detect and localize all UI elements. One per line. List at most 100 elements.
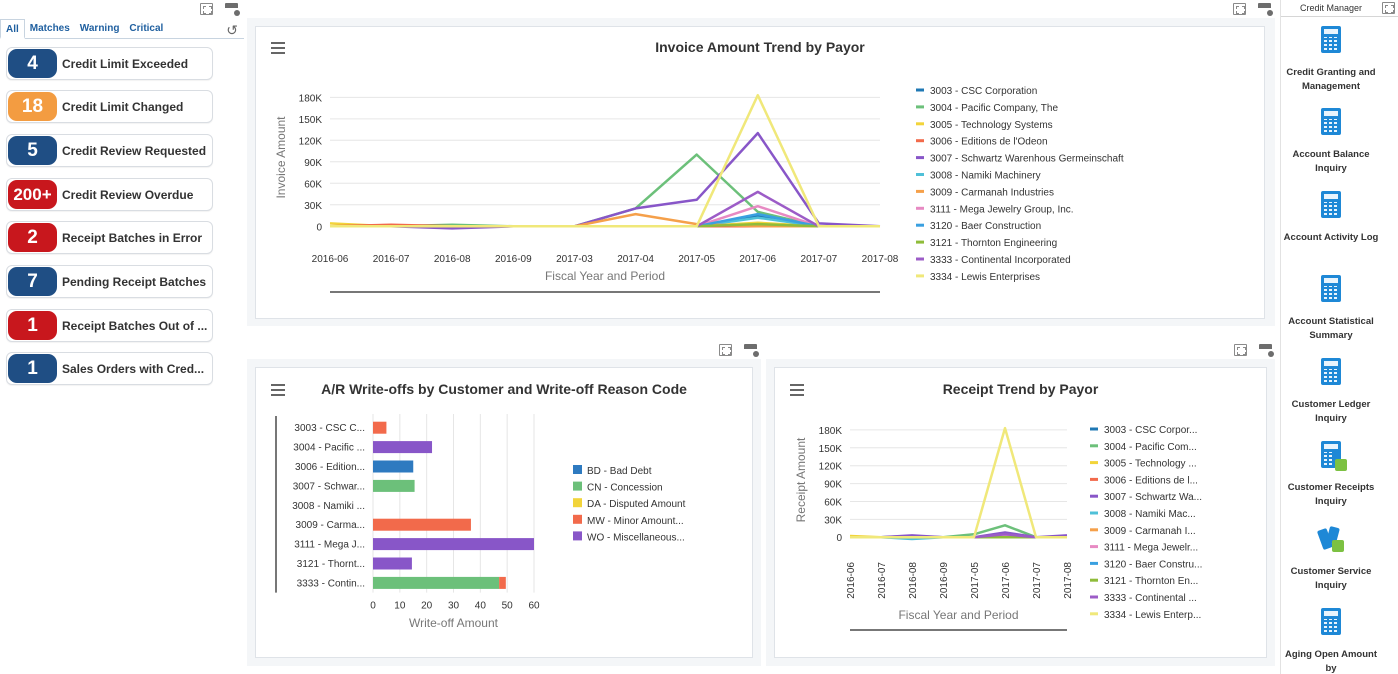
watchlist-item[interactable]: 1 Sales Orders with Cred... — [6, 352, 213, 385]
legend-item: 3007 - Schwartz Wa... — [1104, 492, 1202, 503]
calculator-icon — [1321, 608, 1341, 635]
tab-all[interactable]: All — [0, 19, 25, 39]
springboard-app[interactable]: Customer Receipts Inquiry — [1281, 441, 1381, 509]
legend-item: 3004 - Pacific Com... — [1104, 442, 1197, 453]
app-label: Account Balance Inquiry — [1292, 149, 1370, 174]
writeoff-chart-card: A/R Write-offs by Customer and Write-off… — [255, 367, 753, 658]
springboard-app[interactable]: Aging Open Amount by — [1281, 608, 1381, 674]
watchlist-item[interactable]: 4 Credit Limit Exceeded — [6, 47, 213, 80]
watchlist-item[interactable]: 2 Receipt Batches in Error — [6, 221, 213, 254]
count-badge: 4 — [8, 49, 57, 78]
invoice-chart-toolbar — [1233, 3, 1273, 17]
legend: 3003 - CSC Corpor... 3004 - Pacific Com..… — [1090, 425, 1202, 621]
count-badge: 1 — [8, 311, 57, 340]
watchlist-item[interactable]: 200+ Credit Review Overdue — [6, 178, 213, 211]
calculator-icon — [1321, 191, 1341, 218]
y-tick-label: 3111 - Mega J... — [294, 540, 365, 551]
app-label: Account Activity Log — [1283, 232, 1379, 243]
springboard-app[interactable]: Customer Service Inquiry — [1281, 525, 1381, 593]
legend-item: 3121 - Thornton Engineering — [930, 238, 1057, 249]
maximize-icon[interactable] — [1234, 344, 1247, 356]
x-tick-label: 30 — [448, 601, 460, 612]
configure-icon[interactable] — [225, 3, 240, 16]
y-tick-label: 180K — [819, 426, 843, 437]
springboard-app[interactable]: Customer Ledger Inquiry — [1281, 358, 1381, 426]
watchlist-item[interactable]: 18 Credit Limit Changed — [6, 90, 213, 123]
watchlist-item[interactable]: 1 Receipt Batches Out of ... — [6, 309, 213, 342]
y-tick-label: 60K — [824, 497, 842, 508]
x-tick-label: 2016-06 — [312, 254, 349, 265]
tab-matches[interactable]: Matches — [29, 23, 70, 34]
springboard-title: Credit Manager — [1299, 3, 1363, 13]
x-tick-label: 2017-06 — [739, 254, 776, 265]
legend-item: 3111 - Mega Jewelr... — [1104, 543, 1198, 554]
legend-item: 3005 - Technology ... — [1104, 459, 1197, 470]
watchlist-item[interactable]: 7 Pending Receipt Batches — [6, 265, 213, 298]
tab-critical[interactable]: Critical — [129, 23, 164, 34]
y-tick-label: 3008 - Namiki ... — [292, 501, 365, 512]
invoice-line-chart: 0 30K 60K 90K 120K 150K 180K 2016-06 2016-07 2016… — [274, 86, 1124, 293]
y-tick-label: 90K — [824, 480, 842, 491]
legend-item: 3334 - Lewis Enterprises — [930, 272, 1040, 283]
legend-item: 3333 - Continental Incorporated — [930, 255, 1071, 266]
watchlist-panel: All Matches Warning Critical ↺ 4 Credit L… — [0, 0, 244, 674]
y-tick-label: 60K — [304, 179, 322, 190]
y-tick-label: 120K — [299, 136, 323, 147]
count-badge: 18 — [8, 92, 57, 121]
invoice-chart-card: Invoice Amount Trend by Payor 0 30K 60K 90K… — [255, 26, 1265, 319]
writeoff-chart-toolbar — [719, 344, 759, 358]
tab-warning[interactable]: Warning — [79, 23, 120, 34]
y-tick-label: 3003 - CSC C... — [294, 423, 365, 434]
configure-icon[interactable] — [1259, 344, 1274, 357]
app-label: Aging Open Amount by — [1285, 649, 1377, 674]
x-tick-label: 2017-08 — [1063, 562, 1074, 599]
x-tick-label: 10 — [394, 601, 406, 612]
calculator-icon — [1321, 26, 1341, 53]
legend: 3003 - CSC Corporation 3004 - Pacific Com… — [916, 86, 1124, 283]
configure-icon[interactable] — [1258, 3, 1273, 16]
writeoff-bar-chart: 0 10 20 30 40 50 60 3003 - CSC C... 3004 - Pacif… — [275, 414, 686, 630]
springboard-app[interactable]: Account Activity Log — [1281, 191, 1381, 259]
maximize-icon[interactable] — [1233, 3, 1246, 15]
x-tick-label: 2016-06 — [846, 562, 857, 599]
series-line — [330, 93, 880, 228]
y-tick-label: 3004 - Pacific ... — [293, 443, 365, 454]
maximize-icon[interactable] — [719, 344, 732, 356]
maximize-icon[interactable] — [200, 3, 213, 15]
menu-icon[interactable] — [790, 384, 804, 396]
x-tick-label: 2017-06 — [1001, 562, 1012, 599]
springboard-app[interactable]: Account Balance Inquiry — [1281, 108, 1381, 176]
legend: BD - Bad Debt CN - Concession DA - Dispute… — [573, 465, 686, 543]
menu-icon[interactable] — [271, 384, 285, 396]
menu-icon[interactable] — [271, 42, 285, 54]
x-tick-label: 0 — [370, 601, 376, 612]
watchlist-label: Credit Review Requested — [62, 143, 207, 158]
plot-area: 0 10 20 30 40 50 60 3003 - CSC C... 3004 - Pacif… — [275, 414, 540, 630]
x-tick-label: 2017-05 — [970, 562, 981, 599]
y-tick-label: 0 — [316, 222, 322, 233]
legend-item: 3111 - Mega Jewelry Group, Inc. — [930, 204, 1074, 215]
configure-icon[interactable] — [744, 344, 759, 357]
springboard-app[interactable]: Account Statistical Summary — [1281, 275, 1381, 343]
springboard-panel: Credit Manager Credit Granting and Manag… — [1280, 0, 1398, 674]
x-axis-label: Write-off Amount — [409, 616, 499, 630]
watchlist-label: Receipt Batches Out of ... — [62, 318, 208, 333]
x-tick-label: 2016-07 — [877, 562, 888, 599]
springboard-header: Credit Manager — [1281, 0, 1398, 17]
y-tick-label: 0 — [836, 533, 842, 544]
bar — [373, 576, 500, 589]
x-tick-label: 20 — [421, 601, 433, 612]
y-tick-label: 120K — [819, 462, 843, 473]
watchlist-item[interactable]: 5 Credit Review Requested — [6, 134, 213, 167]
chart-title: Receipt Trend by Payor — [942, 381, 1099, 397]
springboard-app[interactable]: Credit Granting and Management — [1281, 26, 1381, 94]
y-tick-label: 150K — [299, 115, 323, 126]
app-label: Customer Ledger Inquiry — [1291, 399, 1371, 424]
legend-item: 3006 - Editions de l'Odeon — [930, 137, 1048, 148]
maximize-icon[interactable] — [1382, 2, 1395, 14]
app-label: Credit Granting and Management — [1286, 67, 1376, 92]
y-tick-label: 3009 - Carma... — [296, 520, 365, 531]
refresh-icon[interactable]: ↺ — [226, 22, 238, 38]
y-tick-label: 30K — [824, 515, 842, 526]
legend-item: 3334 - Lewis Enterp... — [1104, 610, 1201, 621]
